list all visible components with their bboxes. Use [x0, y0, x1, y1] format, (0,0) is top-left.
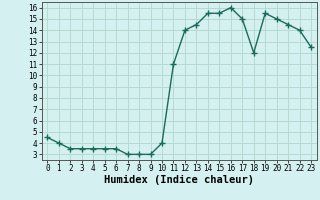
X-axis label: Humidex (Indice chaleur): Humidex (Indice chaleur): [104, 175, 254, 185]
